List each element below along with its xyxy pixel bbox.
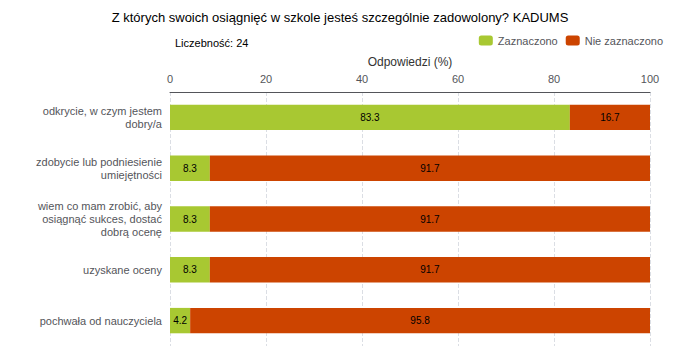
svg-text:odkrycie, w czym jestem: odkrycie, w czym jestem	[43, 105, 162, 117]
svg-text:20: 20	[260, 73, 272, 85]
svg-text:Z których swoich osiągnięć w s: Z których swoich osiągnięć w szkole jest…	[112, 10, 569, 25]
svg-text:91.7: 91.7	[420, 214, 440, 225]
svg-text:4.2: 4.2	[173, 315, 187, 326]
svg-text:dobrą ocenę: dobrą ocenę	[101, 226, 162, 238]
svg-text:dobry/a: dobry/a	[125, 118, 163, 130]
svg-text:wiem co mam zrobić, aby: wiem co mam zrobić, aby	[37, 200, 163, 212]
svg-text:Nie zaznaczono: Nie zaznaczono	[585, 35, 663, 47]
svg-text:pochwała od nauczyciela: pochwała od nauczyciela	[40, 315, 163, 327]
svg-text:8.3: 8.3	[183, 163, 197, 174]
svg-text:95.8: 95.8	[410, 315, 430, 326]
svg-text:Liczebność: 24: Liczebność: 24	[175, 37, 248, 49]
svg-text:Zaznaczono: Zaznaczono	[498, 35, 558, 47]
svg-text:0: 0	[167, 73, 173, 85]
svg-text:40: 40	[356, 73, 368, 85]
svg-text:Odpowiedzi (%): Odpowiedzi (%)	[368, 55, 453, 69]
svg-text:uzyskane oceny: uzyskane oceny	[83, 264, 162, 276]
svg-text:16.7: 16.7	[600, 112, 620, 123]
svg-text:umiejętności: umiejętności	[101, 169, 162, 181]
svg-text:91.7: 91.7	[420, 163, 440, 174]
svg-text:osiągnąć sukces, dostać: osiągnąć sukces, dostać	[42, 213, 162, 225]
svg-text:zdobycie lub podniesienie: zdobycie lub podniesienie	[36, 156, 162, 168]
svg-text:8.3: 8.3	[183, 214, 197, 225]
svg-text:83.3: 83.3	[360, 112, 380, 123]
svg-text:91.7: 91.7	[420, 264, 440, 275]
svg-text:8.3: 8.3	[183, 264, 197, 275]
svg-text:100: 100	[641, 73, 659, 85]
svg-text:60: 60	[452, 73, 464, 85]
svg-text:80: 80	[548, 73, 560, 85]
